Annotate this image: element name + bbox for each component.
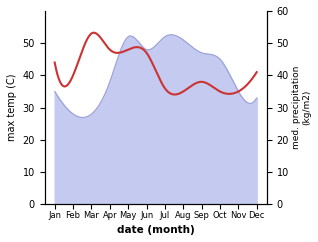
X-axis label: date (month): date (month) bbox=[117, 225, 195, 235]
Y-axis label: med. precipitation
(kg/m2): med. precipitation (kg/m2) bbox=[292, 66, 311, 149]
Y-axis label: max temp (C): max temp (C) bbox=[7, 74, 17, 141]
